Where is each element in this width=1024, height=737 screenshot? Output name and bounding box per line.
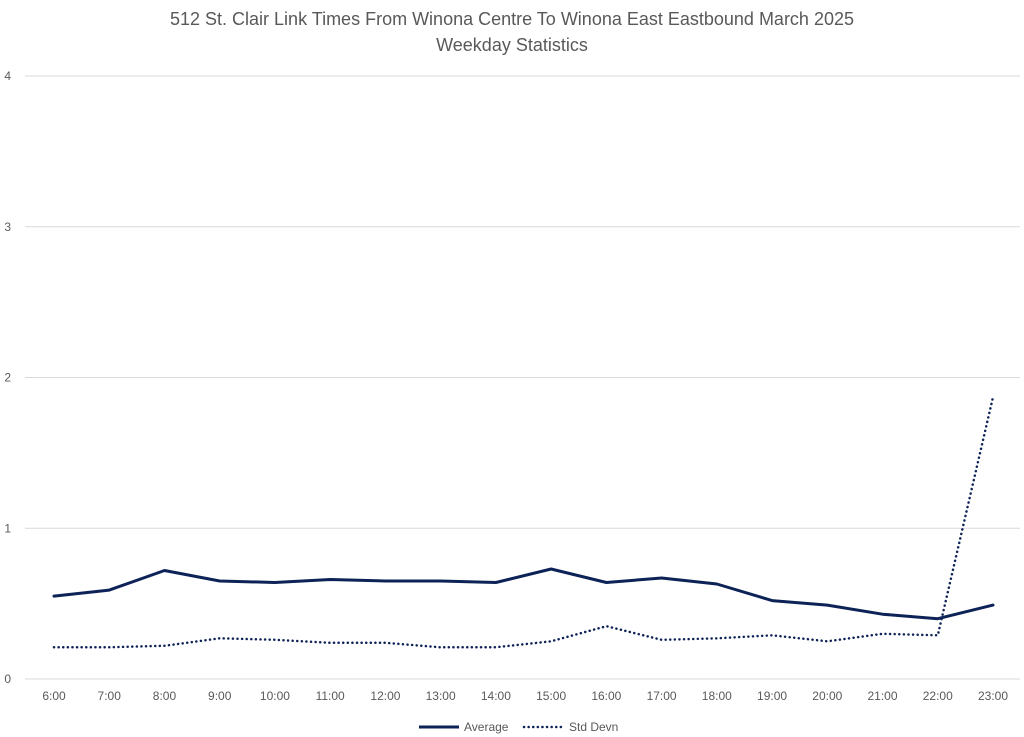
y-tick-label: 3	[4, 220, 11, 234]
x-tick-label: 16:00	[591, 689, 621, 703]
x-tick-label: 12:00	[370, 689, 400, 703]
x-tick-label: 11:00	[316, 689, 345, 703]
x-tick-label: 8:00	[153, 689, 177, 703]
chart-subtitle: Weekday Statistics	[436, 35, 588, 55]
legend-label: Average	[464, 720, 509, 734]
x-tick-label: 10:00	[260, 689, 290, 703]
x-tick-label: 14:00	[481, 689, 511, 703]
x-tick-label: 9:00	[208, 689, 232, 703]
chart-title: 512 St. Clair Link Times From Winona Cen…	[170, 9, 854, 29]
x-tick-label: 13:00	[426, 689, 456, 703]
x-tick-label: 15:00	[536, 689, 566, 703]
x-tick-label: 21:00	[868, 689, 898, 703]
x-tick-label: 22:00	[923, 689, 953, 703]
x-tick-label: 6:00	[42, 689, 66, 703]
y-tick-label: 4	[4, 69, 11, 83]
y-tick-label: 2	[4, 371, 11, 385]
x-tick-label: 18:00	[702, 689, 732, 703]
y-tick-label: 1	[4, 521, 11, 535]
series-line-average	[52, 567, 995, 621]
legend-label: Std Devn	[569, 720, 618, 734]
series-line-std-devn	[52, 395, 995, 649]
x-tick-label: 7:00	[98, 689, 122, 703]
x-tick-label: 20:00	[812, 689, 842, 703]
x-tick-label: 17:00	[647, 689, 677, 703]
x-tick-label: 19:00	[757, 689, 787, 703]
y-tick-label: 0	[4, 672, 11, 686]
x-tick-label: 23:00	[978, 689, 1008, 703]
